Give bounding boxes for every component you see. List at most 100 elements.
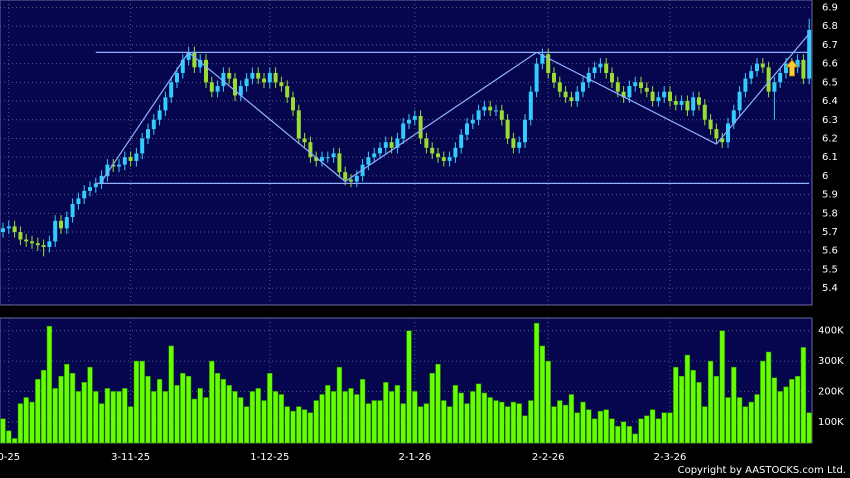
volume-bar [301, 409, 308, 444]
volume-bar [191, 398, 198, 444]
volume-bar [11, 438, 18, 444]
candle-body [24, 239, 29, 242]
volume-bar [58, 376, 64, 444]
volume-bar [319, 394, 325, 444]
volume-bar [771, 377, 778, 444]
candle-body [627, 86, 632, 98]
candle-body [64, 217, 69, 229]
volume-bar [307, 412, 314, 444]
y-tick-label: 6.6 [822, 59, 838, 70]
candle-body [644, 87, 649, 92]
y-tick-label: 5.6 [822, 246, 838, 257]
volume-bar [661, 412, 667, 444]
candle-body [366, 157, 371, 165]
volume-bar [707, 360, 714, 444]
volume-bar [580, 401, 586, 444]
candle-body [407, 119, 411, 124]
candle-body [111, 164, 116, 167]
volume-bar [110, 391, 116, 444]
candle-body [592, 67, 597, 73]
volume-bar [0, 418, 6, 444]
volume-bar [574, 412, 580, 444]
candle-body [331, 153, 336, 158]
candle-body [453, 147, 458, 158]
y-tick-label: 5.9 [822, 190, 838, 201]
y-tick-label: 6 [822, 171, 828, 182]
candle-body [540, 54, 545, 64]
candle-body [308, 142, 313, 158]
volume-bar [684, 354, 691, 444]
volume-bar [551, 406, 557, 444]
volume-bar [162, 391, 169, 444]
candle-body [279, 82, 284, 87]
volume-bar [568, 394, 575, 444]
candle-body [523, 119, 527, 143]
candle-body [441, 157, 446, 161]
volume-bar [377, 400, 383, 444]
candle-body [320, 157, 324, 161]
volume-bar [272, 391, 279, 444]
volume-bar [336, 366, 343, 444]
x-tick-label: 2-3-26 [654, 452, 687, 463]
volume-bar [180, 372, 186, 444]
candle-body [192, 52, 197, 68]
volume-tick-label: 200K [818, 386, 844, 397]
candle-body [169, 82, 174, 98]
candle-body [180, 59, 185, 73]
x-tick-label: 3-11-25 [111, 452, 150, 463]
candle-body [702, 104, 707, 120]
volume-bar [516, 403, 522, 444]
candle-body [575, 91, 580, 102]
volume-bar [139, 360, 145, 444]
volume-bar [597, 410, 604, 444]
candle-body [401, 123, 406, 139]
candle-body [291, 97, 295, 111]
volume-bar [185, 376, 192, 444]
candle-body [163, 97, 168, 111]
candle-body [59, 220, 63, 229]
candle-body [650, 91, 655, 102]
volume-bar [470, 391, 476, 444]
volume-bar [655, 418, 662, 444]
volume-bar [284, 406, 290, 444]
volume-bar [620, 421, 627, 444]
volume-bar [203, 397, 209, 444]
volume-bar [725, 397, 731, 444]
volume-panel [0, 317, 813, 444]
volume-bar [464, 403, 470, 444]
candle-body [615, 82, 620, 92]
candle-body [621, 91, 626, 98]
candle-body [557, 82, 562, 92]
volume-bar [412, 391, 418, 444]
volume-bar [156, 379, 163, 444]
candle-body [720, 138, 725, 143]
candle-body [117, 164, 121, 167]
volume-bar [690, 369, 696, 444]
candle-body [581, 82, 585, 92]
candle-body [412, 116, 417, 120]
candle-body [349, 179, 353, 182]
y-tick-label: 5.5 [822, 264, 838, 275]
candle-body [511, 138, 516, 148]
candle-body [175, 72, 179, 83]
volume-bar [348, 388, 354, 444]
volume-bar [667, 412, 673, 444]
volume-bar [557, 400, 563, 444]
candle-body [122, 157, 127, 165]
volume-bar [736, 397, 743, 444]
x-tick-label: 2-1-26 [398, 452, 431, 463]
x-tick-label: 2-2-26 [532, 452, 565, 463]
volume-bar [644, 415, 650, 444]
candle-body [354, 175, 359, 182]
volume-bar [75, 391, 82, 444]
candle-body [731, 110, 736, 124]
candle-body [801, 59, 806, 79]
candle-body [70, 203, 75, 218]
candle-body [157, 110, 162, 120]
volume-bar [313, 400, 319, 444]
candle-body [656, 97, 661, 102]
candle-body [569, 97, 574, 102]
volume-bar [122, 388, 128, 444]
candle-body [238, 86, 243, 96]
volume-bar [545, 360, 551, 444]
